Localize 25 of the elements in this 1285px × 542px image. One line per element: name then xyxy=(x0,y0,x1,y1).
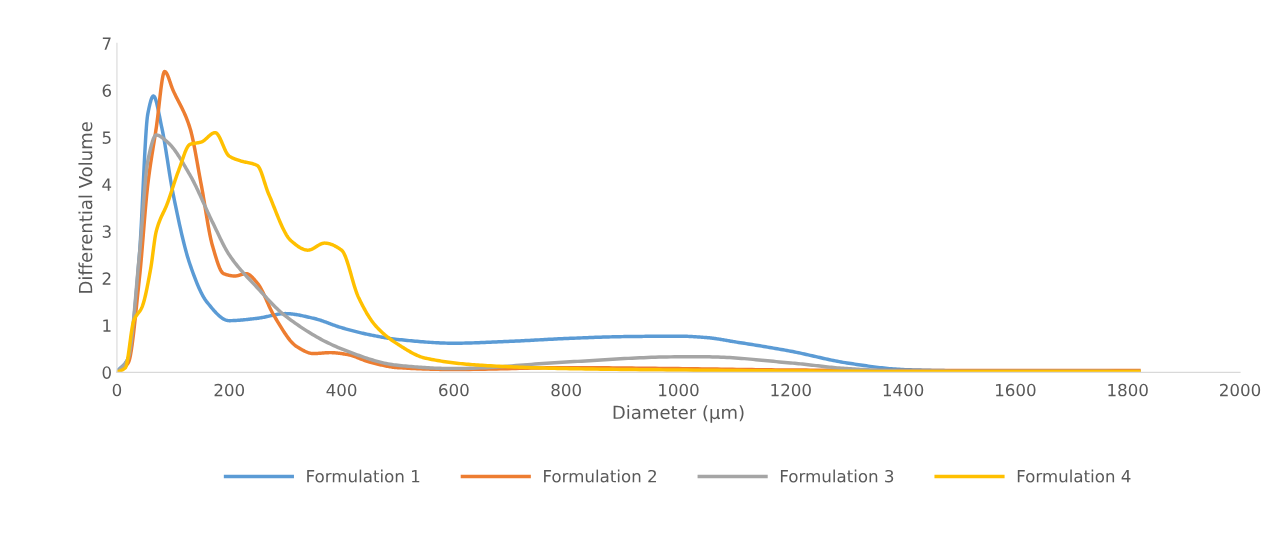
x-tick-label: 1400 xyxy=(883,383,924,397)
y-tick-label: 2 xyxy=(102,272,111,285)
x-tick-label: 400 xyxy=(326,383,357,397)
x-tick-label: 600 xyxy=(439,383,469,397)
legend-label: Formulation 3 xyxy=(780,469,894,483)
y-tick-label: 1 xyxy=(103,319,111,332)
y-tick-label: 5 xyxy=(102,131,111,144)
y-tick-label: 7 xyxy=(102,37,111,50)
y-axis-title: Differential Volume xyxy=(78,122,93,293)
y-tick-label: 6 xyxy=(102,84,112,97)
legend-label: Formulation 4 xyxy=(1017,469,1131,483)
y-tick-label: 3 xyxy=(102,225,111,238)
x-tick-label: 1200 xyxy=(771,383,811,397)
legend-label: Formulation 1 xyxy=(307,469,420,483)
y-tick-label: 4 xyxy=(102,178,112,191)
y-tick-label: 0 xyxy=(102,366,111,379)
legend-label: Formulation 2 xyxy=(544,469,656,483)
x-tick-label: 1600 xyxy=(996,383,1036,397)
x-axis-title: Diameter (μm) xyxy=(613,405,744,423)
x-tick-label: 200 xyxy=(214,383,245,397)
x-tick-label: 800 xyxy=(551,383,581,397)
x-tick-label: 2000 xyxy=(1220,383,1261,397)
x-tick-label: 1000 xyxy=(659,383,699,397)
x-tick-label: 0 xyxy=(112,383,122,397)
x-tick-label: 1800 xyxy=(1108,383,1148,397)
